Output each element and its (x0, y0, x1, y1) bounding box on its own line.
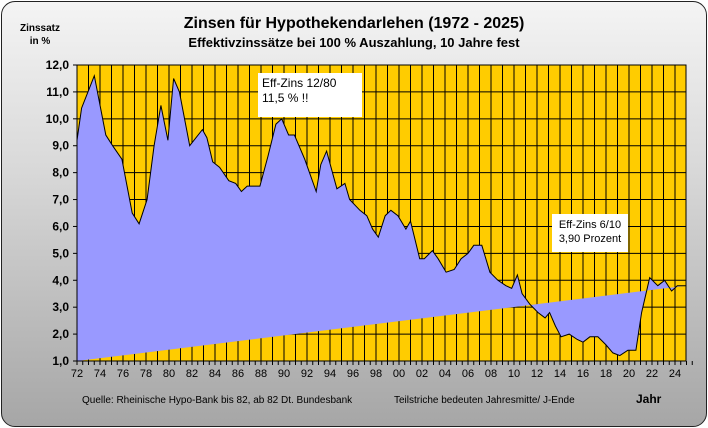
y-tick-label: 12,0 (46, 58, 70, 72)
annotation-2010-line1: Eff-Zins 6/10 (558, 219, 622, 231)
annotation-box-1980: Eff-Zins 12/80 11,5 % !! (258, 73, 362, 117)
x-tick-label: 74 (94, 368, 106, 380)
interest-rate-line (76, 74, 686, 357)
y-tick-label: 10,0 (46, 112, 70, 126)
x-tick-label: 78 (140, 368, 152, 380)
x-tick-label: 84 (209, 368, 221, 380)
x-tick-label: 96 (347, 368, 359, 380)
x-axis-label: Jahr (636, 392, 662, 406)
annotation-box-2010: Eff-Zins 6/10 3,90 Prozent (552, 214, 628, 252)
y-tick-label: 2,0 (52, 327, 69, 341)
x-tick-label: 24 (669, 368, 681, 380)
y-tick-label: 5,0 (52, 246, 69, 260)
tick-note: Teilstriche bedeuten Jahresmitte/ J-Ende (394, 395, 575, 406)
x-tick-label: 16 (577, 368, 589, 380)
y-tick-label: 3,0 (52, 300, 69, 314)
x-tick-label: 00 (393, 368, 405, 380)
y-tick-label: 8,0 (52, 166, 69, 180)
x-tick-label: 94 (324, 368, 336, 380)
x-tick-label: 80 (163, 368, 175, 380)
x-tick-label: 98 (370, 368, 382, 380)
x-tick-label: 20 (623, 368, 635, 380)
annotation-1980-line2: 11,5 % !! (262, 91, 309, 105)
x-tick-label: 72 (71, 368, 83, 380)
x-tick-label: 12 (531, 368, 543, 380)
x-tick-label: 14 (554, 368, 566, 380)
y-axis-label-line2: in % (29, 36, 51, 47)
y-axis-label: Zinssatz in % (20, 22, 60, 48)
chart-subtitle: Effektivzinssätze bei 100 % Auszahlung, … (188, 35, 520, 50)
x-tick-label: 86 (232, 368, 244, 380)
y-axis-label-line1: Zinssatz (20, 23, 61, 34)
interest-rate-area (77, 75, 686, 362)
x-tick-label: 82 (186, 368, 198, 380)
annotation-2010-line2: 3,90 Prozent (558, 233, 622, 245)
y-tick-label: 11,0 (46, 85, 69, 99)
x-tick-label: 04 (439, 368, 451, 380)
y-tick-label: 4,0 (52, 273, 69, 287)
y-tick-label: 6,0 (52, 219, 69, 233)
x-tick-label: 22 (646, 368, 658, 380)
x-tick-label: 18 (600, 368, 612, 380)
x-tick-label: 08 (485, 368, 497, 380)
x-tick-label: 92 (301, 368, 313, 380)
x-tick-label: 02 (416, 368, 428, 380)
x-tick-label: 88 (255, 368, 267, 380)
x-tick-label: 90 (278, 368, 290, 380)
x-tick-label: 10 (508, 368, 520, 380)
annotation-1980-line1: Eff-Zins 12/80 (262, 76, 337, 90)
x-tick-label: 06 (462, 368, 474, 380)
y-tick-label: 9,0 (52, 139, 69, 153)
x-tick-label: 76 (117, 368, 129, 380)
y-tick-label: 7,0 (52, 193, 69, 207)
y-tick-label: 1,0 (52, 354, 69, 368)
chart-title: Zinsen für Hypothekendarlehen (1972 - 20… (183, 15, 525, 32)
source-note: Quelle: Rheinische Hypo-Bank bis 82, ab … (82, 395, 353, 406)
